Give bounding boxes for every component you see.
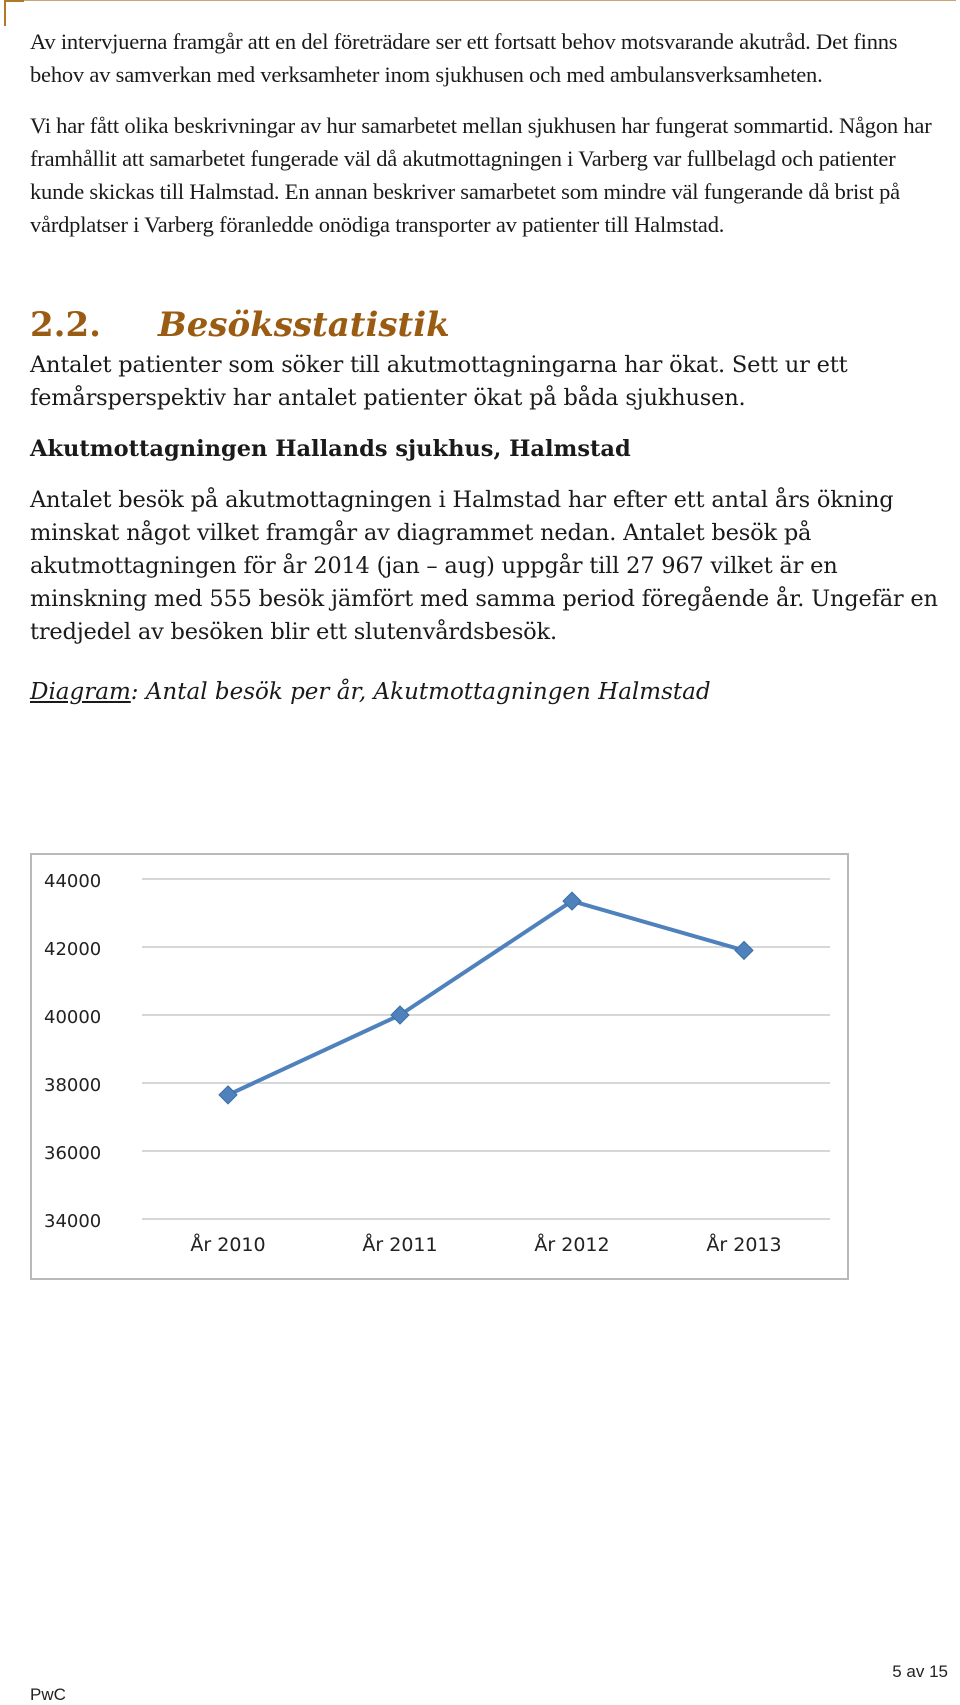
x-tick-label-2: År 2012 xyxy=(534,1233,609,1256)
paragraph-visit-stats: Antalet besök på akutmottagningen i Halm… xyxy=(30,487,938,645)
page-number: 5 av 15 xyxy=(892,1662,948,1681)
x-tick-label-1: År 2011 xyxy=(362,1233,437,1256)
chart-series xyxy=(218,891,754,1105)
y-tick-label-2: 40000 xyxy=(44,1007,101,1028)
section-intro: Antalet patienter som söker till akutmot… xyxy=(30,352,848,411)
paragraph-summer-cooperation: Vi har fått olika beskrivningar av hur s… xyxy=(30,113,932,237)
chart-frame xyxy=(30,853,849,1280)
x-tick-label-0: År 2010 xyxy=(190,1233,265,1256)
data-point-3 xyxy=(734,940,754,961)
x-tick-label-3: År 2013 xyxy=(706,1233,781,1256)
y-tick-label-3: 38000 xyxy=(44,1075,101,1096)
data-point-2 xyxy=(562,891,582,911)
caption-label: Diagram xyxy=(30,679,131,705)
data-point-1 xyxy=(390,1005,410,1025)
y-tick-label-4: 36000 xyxy=(44,1143,101,1164)
y-tick-label-0: 44000 xyxy=(44,871,101,892)
caption-text: : Antal besök per år, Akutmottagningen H… xyxy=(130,679,711,705)
corner-mark xyxy=(4,0,24,26)
section-number: 2.2. xyxy=(30,305,101,345)
x-axis-ticks: År 2010 År 2011 År 2012 År 2013 xyxy=(190,1233,781,1256)
page-content: Av intervjuerna framgår att en del föret… xyxy=(30,25,940,709)
y-axis-ticks: 44000 42000 40000 38000 36000 34000 xyxy=(44,871,101,1232)
section-heading: 2.2. Besöksstatistik xyxy=(30,303,940,347)
series-line-0 xyxy=(227,899,745,1097)
top-rule xyxy=(4,0,956,1)
diagram-caption: Diagram: Antal besök per år, Akutmottagn… xyxy=(30,675,940,709)
section-title: Besöksstatistik xyxy=(158,305,450,345)
y-tick-label-1: 42000 xyxy=(44,939,101,960)
data-point-0 xyxy=(218,1085,238,1105)
footer-brand: PwC xyxy=(30,1685,66,1704)
paragraph-interviews: Av intervjuerna framgår att en del föret… xyxy=(30,29,898,87)
subheading-halmstad: Akutmottagningen Hallands sjukhus, Halms… xyxy=(30,436,631,462)
y-tick-label-5: 34000 xyxy=(44,1211,101,1232)
spacer xyxy=(30,91,940,109)
